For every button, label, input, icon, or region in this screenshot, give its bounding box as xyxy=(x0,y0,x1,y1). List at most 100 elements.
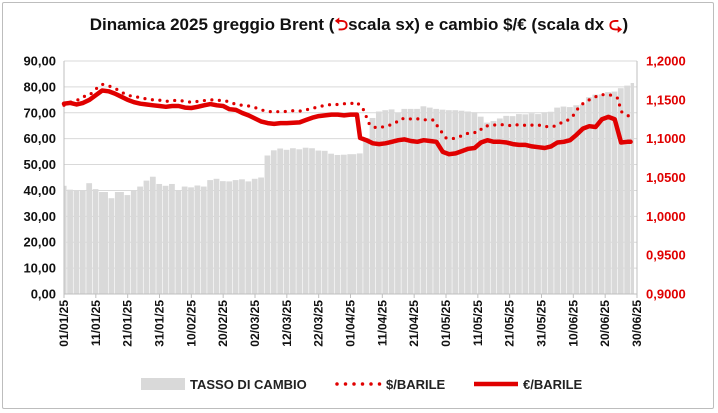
exchange-rate-bar xyxy=(541,112,548,294)
exchange-rate-bar xyxy=(624,85,631,294)
x-tick-label: 21/04/25 xyxy=(407,300,421,347)
chart-frame xyxy=(2,2,714,409)
x-axis-labels: 01/01/25 11/01/25 21/01/25 31/01/25 10/02/25… xyxy=(57,294,644,347)
exchange-rate-bar xyxy=(181,186,188,294)
exchange-rate-bar xyxy=(420,106,427,294)
exchange-rate-bar xyxy=(363,138,369,294)
right-arrow-icon: ⮎ xyxy=(608,15,623,34)
exchange-rate-bar xyxy=(328,153,334,294)
exchange-rate-bar xyxy=(566,107,573,295)
exchange-rate-bar xyxy=(369,117,376,294)
exchange-rate-bar xyxy=(270,150,277,294)
exchange-rate-bar xyxy=(395,112,401,295)
eur-barile-line xyxy=(61,88,633,157)
exchange-rate-bar xyxy=(264,155,271,294)
x-tick-label: 30/06/25 xyxy=(630,300,644,347)
exchange-rate-bar xyxy=(560,106,567,294)
exchange-rate-bar xyxy=(509,116,516,294)
exchange-rate-bar xyxy=(92,189,99,294)
x-tick-label: 21/05/25 xyxy=(503,300,517,347)
left-tick-label: 30,00 xyxy=(23,209,56,224)
exchange-rate-bar xyxy=(114,191,124,294)
exchange-rate-bar xyxy=(309,148,315,294)
exchange-rate-bar xyxy=(579,104,586,294)
x-tick-label: 31/01/25 xyxy=(153,300,167,347)
exchange-rate-bar xyxy=(130,190,137,294)
exchange-rate-bar xyxy=(108,198,115,294)
exchange-rate-bar xyxy=(426,107,433,294)
left-tick-label: 70,00 xyxy=(23,105,56,120)
exchange-rate-bar xyxy=(175,190,182,294)
exchange-rate-bar xyxy=(496,118,503,295)
exchange-rate-bar xyxy=(67,189,73,294)
exchange-rate-bar xyxy=(219,181,226,294)
exchange-rate-bar xyxy=(321,150,328,294)
x-tick-label: 01/04/25 xyxy=(344,300,358,347)
left-tick-label: 50,00 xyxy=(23,157,56,172)
exchange-rate-bar xyxy=(407,108,414,295)
exchange-rate-bar xyxy=(79,190,86,294)
exchange-rate-bar xyxy=(162,185,169,294)
exchange-rate-bar xyxy=(251,178,258,294)
exchange-rate-bar xyxy=(194,185,201,294)
exchange-rate-bar xyxy=(124,195,131,294)
exchange-rate-bar xyxy=(143,180,150,294)
exchange-rate-bar xyxy=(439,109,446,294)
exchange-rate-bar xyxy=(334,154,341,294)
exchange-rate-bar xyxy=(573,105,580,295)
x-tick-label: 20/02/25 xyxy=(216,300,230,347)
exchange-rate-bar xyxy=(490,121,497,294)
x-tick-label: 02/03/25 xyxy=(248,300,262,347)
exchange-rate-bar xyxy=(245,181,252,294)
exchange-rate-bar xyxy=(535,114,541,294)
exchange-rate-bar xyxy=(375,111,382,294)
left-tick-label: 80,00 xyxy=(23,79,56,94)
exchange-rate-bar xyxy=(446,110,452,294)
x-tick-label: 11/04/25 xyxy=(375,300,389,346)
exchange-rate-bar xyxy=(277,148,284,294)
exchange-rate-bar xyxy=(484,122,490,294)
exchange-rate-bar xyxy=(302,147,309,294)
right-tick-label: 1,1500 xyxy=(646,92,686,107)
exchange-rate-bar xyxy=(401,108,408,295)
exchange-rate-bar xyxy=(296,149,303,294)
exchange-rate-bar xyxy=(86,183,93,294)
left-tick-label: 10,00 xyxy=(23,261,56,276)
exchange-rate-bar xyxy=(188,187,194,294)
x-tick-label: 01/05/25 xyxy=(439,300,453,347)
left-tick-label: 60,00 xyxy=(23,131,56,146)
legend-label-tasso-di-cambio: TASSO DI CAMBIO xyxy=(190,377,307,392)
exchange-rate-bar xyxy=(605,92,611,294)
usd-barile-line xyxy=(62,82,633,141)
exchange-rate-bar xyxy=(207,180,214,294)
left-tick-label: 40,00 xyxy=(23,183,56,198)
exchange-rate-bar xyxy=(465,111,471,294)
exchange-rate-bar xyxy=(592,94,599,295)
right-tick-label: 1,0000 xyxy=(646,209,686,224)
exchange-rate-bar xyxy=(554,107,560,294)
exchange-rate-bar xyxy=(258,177,264,294)
exchange-rate-bar xyxy=(547,111,554,295)
exchange-rate-bar xyxy=(226,181,233,294)
exchange-rate-bar xyxy=(528,113,535,294)
right-tick-label: 1,2000 xyxy=(646,54,686,69)
exchange-rate-bar xyxy=(522,114,529,294)
exchange-rate-bar xyxy=(239,179,245,294)
exchange-rate-bar xyxy=(598,94,605,294)
exchange-rate-bar xyxy=(452,110,459,294)
right-axis-labels: 0,9000 0,9500 1,0000 1,0500 1,1000 1,1500 1,20… xyxy=(646,54,686,302)
exchange-rate-bar xyxy=(586,97,592,294)
left-tick-label: 0,00 xyxy=(31,287,56,302)
exchange-rate-bar xyxy=(290,148,296,294)
left-arrow-icon: ⮌ xyxy=(334,15,349,34)
right-tick-label: 0,9500 xyxy=(646,248,686,263)
legend-label-eur-barile: €/BARILE xyxy=(523,377,583,392)
exchange-rate-bar xyxy=(382,110,389,294)
exchange-rate-bar xyxy=(471,112,478,294)
exchange-rate-bar xyxy=(200,186,207,294)
right-tick-label: 0,9000 xyxy=(646,287,686,302)
x-tick-label: 20/06/25 xyxy=(598,300,612,347)
exchange-rate-bars xyxy=(64,83,635,295)
exchange-rate-bar xyxy=(340,154,347,294)
